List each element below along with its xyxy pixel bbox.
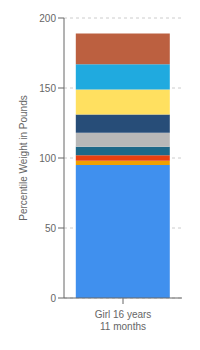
- svg-text:100: 100: [39, 153, 56, 164]
- svg-text:50: 50: [45, 223, 57, 234]
- svg-text:Girl 16 years11 months: Girl 16 years11 months: [95, 309, 152, 332]
- svg-text:0: 0: [50, 293, 56, 304]
- svg-text:150: 150: [39, 83, 56, 94]
- svg-text:200: 200: [39, 13, 56, 24]
- svg-text:Percentile Weight in Pounds: Percentile Weight in Pounds: [18, 95, 29, 220]
